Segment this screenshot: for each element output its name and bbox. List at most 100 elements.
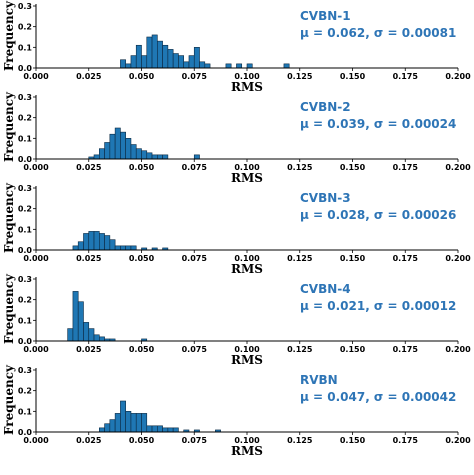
panel-stats: μ = 0.047, σ = 0.00042 [300, 390, 456, 404]
x-tick-label: 0.125 [287, 436, 313, 445]
panel-name: CVBN-4 [300, 282, 351, 296]
x-tick-label: 0.000 [23, 163, 49, 172]
histogram-bar [151, 34, 158, 69]
histogram-bar [130, 55, 137, 69]
histogram-bar [120, 59, 126, 69]
histogram-bar [77, 241, 84, 251]
x-tick-label: 0.075 [182, 436, 208, 445]
x-tick-label: 0.150 [340, 163, 366, 172]
histogram-bar [125, 138, 132, 160]
x-tick-label: 0.200 [445, 254, 471, 263]
x-tick-label: 0.000 [23, 254, 49, 263]
y-axis-label: Frequency [2, 0, 16, 71]
histogram-bar [99, 233, 105, 251]
x-tick-label: 0.200 [445, 436, 471, 445]
histogram-bar [188, 55, 195, 69]
histogram-bar [199, 61, 206, 69]
histogram-bar [83, 322, 90, 342]
histogram-bar [172, 53, 179, 69]
histogram-bar [141, 150, 148, 160]
histogram-bar [104, 423, 111, 433]
histogram-bar [162, 154, 169, 160]
x-tick-label: 0.025 [76, 163, 102, 172]
histogram-bar [109, 133, 116, 160]
histogram-bar [93, 231, 100, 251]
panel-stats: μ = 0.039, σ = 0.00024 [300, 117, 456, 131]
histogram-bar [125, 245, 132, 251]
histogram-bar [99, 148, 105, 160]
x-tick-label: 0.175 [393, 163, 419, 172]
histogram-bar [114, 413, 121, 433]
histogram-bar [162, 44, 169, 69]
y-tick-label: 0.0 [18, 337, 33, 346]
histogram-bar [157, 154, 163, 160]
histogram-bar [67, 328, 74, 342]
x-tick-label: 0.075 [182, 345, 208, 354]
histogram-bar [125, 63, 132, 69]
histogram-bar [130, 144, 137, 160]
y-tick-label: 0.3 [18, 366, 32, 375]
y-tick-label: 0.1 [18, 407, 33, 416]
x-tick-label: 0.100 [234, 345, 260, 354]
x-tick-label: 0.075 [182, 72, 208, 81]
y-tick-label: 0.2 [18, 205, 32, 214]
panel-name: RVBN [300, 373, 338, 387]
x-tick-label: 0.150 [340, 436, 366, 445]
histogram-bar [120, 131, 126, 160]
x-tick-label: 0.100 [234, 436, 260, 445]
x-tick-label: 0.100 [234, 163, 260, 172]
histogram-bar [193, 47, 200, 69]
x-tick-label: 0.125 [287, 345, 313, 354]
y-tick-label: 0.3 [18, 275, 32, 284]
histogram-bar [167, 49, 174, 69]
x-tick-label: 0.175 [393, 72, 419, 81]
histogram-bar [283, 63, 290, 69]
histogram-bar [146, 36, 153, 69]
panel-stats: μ = 0.021, σ = 0.00012 [300, 299, 456, 313]
x-tick-label: 0.050 [129, 254, 155, 263]
y-tick-label: 0.3 [18, 2, 32, 11]
y-tick-label: 0.1 [18, 316, 33, 325]
x-tick-label: 0.000 [23, 436, 49, 445]
histogram-bar [146, 425, 153, 433]
x-axis-label: RMS [231, 262, 263, 276]
histogram-bar [109, 239, 116, 251]
histogram-bar [130, 413, 137, 433]
y-tick-label: 0.0 [18, 246, 33, 255]
histogram-bar [167, 427, 174, 433]
y-tick-label: 0.2 [18, 296, 32, 305]
histogram-bar [93, 334, 100, 342]
histogram-bar [99, 427, 105, 433]
y-tick-label: 0.0 [18, 64, 33, 73]
panel-name: CVBN-1 [300, 9, 351, 23]
x-tick-label: 0.125 [287, 163, 313, 172]
panel-cvbn-4: 0.0 0.1 0.2 0.3 0.000 0.025 0.050 0.075 0.100 0.1… [2, 273, 471, 367]
x-axis-label: RMS [231, 444, 263, 458]
histogram-bar [114, 127, 121, 160]
x-tick-label: 0.125 [287, 254, 313, 263]
x-tick-label: 0.175 [393, 254, 419, 263]
panel-cvbn-1: 0.0 0.1 0.2 0.3 0.000 0.025 0.050 0.075 0.100 0.1… [2, 0, 471, 94]
histogram-bar [83, 233, 90, 251]
x-axis-label: RMS [231, 353, 263, 367]
x-tick-label: 0.150 [340, 254, 366, 263]
x-tick-label: 0.025 [76, 72, 102, 81]
x-tick-label: 0.200 [445, 72, 471, 81]
histogram-bar [162, 427, 169, 433]
x-tick-label: 0.150 [340, 345, 366, 354]
panel-rvbn: 0.0 0.1 0.2 0.3 0.000 0.025 0.050 0.075 0.100 0.1… [2, 364, 471, 458]
x-tick-label: 0.050 [129, 345, 155, 354]
x-axis-label: RMS [231, 80, 263, 94]
y-tick-label: 0.1 [18, 134, 33, 143]
x-tick-label: 0.075 [182, 163, 208, 172]
histogram-bar [141, 55, 148, 69]
histogram-bar [225, 63, 232, 69]
histogram-bar [157, 40, 163, 69]
y-tick-label: 0.2 [18, 387, 32, 396]
x-tick-label: 0.025 [76, 254, 102, 263]
histogram-bar [236, 63, 243, 69]
x-tick-label: 0.150 [340, 72, 366, 81]
histogram-bar [99, 336, 105, 342]
x-tick-label: 0.025 [76, 436, 102, 445]
histogram-bar [125, 411, 132, 433]
